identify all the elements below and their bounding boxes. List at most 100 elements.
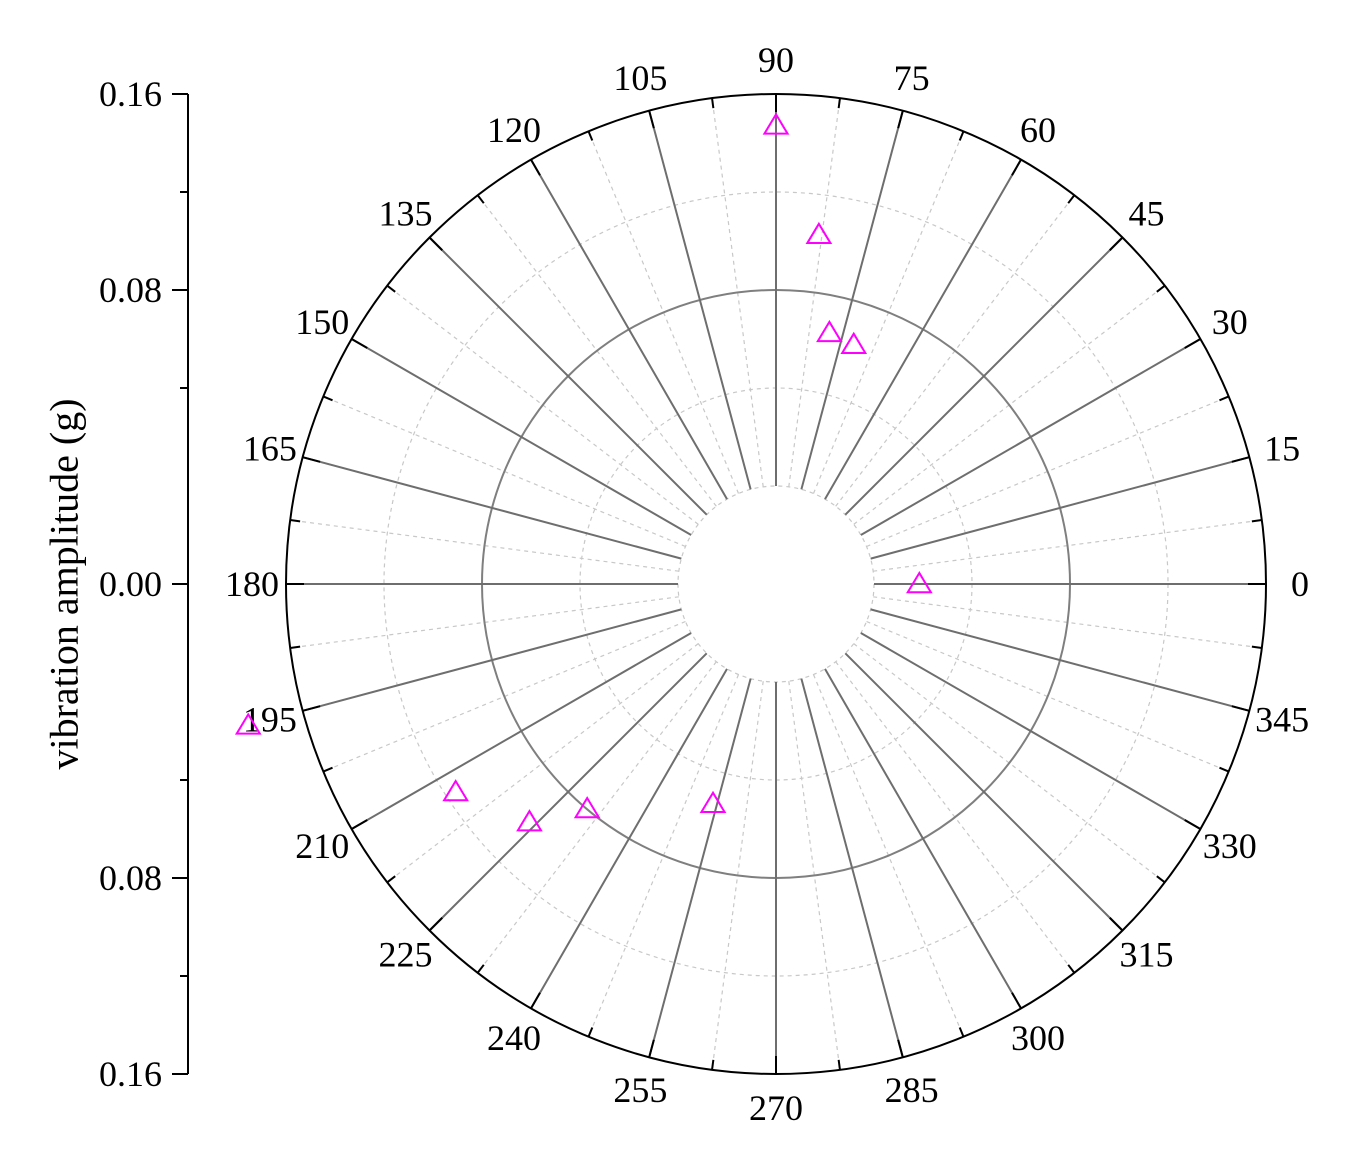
data-point-marker [805,221,833,245]
outer-minor-tick [1156,875,1166,884]
angle-tick-label: 330 [1203,826,1257,866]
major-spoke [870,456,1250,560]
outer-minor-tick [587,130,594,141]
major-spoke [530,159,728,500]
angle-tick-labels: 0153045607590105120135150165180195210225… [225,40,1309,1128]
data-point-marker [699,790,727,813]
angle-tick-label: 255 [613,1070,667,1110]
angle-tick-label: 285 [885,1070,939,1110]
angle-tick-label: 210 [295,826,349,866]
outer-major-tick [1011,159,1022,176]
outer-minor-tick [290,519,301,523]
outer-minor-tick [386,875,396,884]
major-spoke [844,236,1124,516]
outer-major-tick [351,338,368,349]
data-point-marker [573,796,601,819]
angle-tick-label: 0 [1291,564,1309,604]
major-spoke [648,110,752,490]
outer-minor-tick [1067,964,1076,974]
outer-minor-tick [837,98,841,109]
angle-tick-label: 45 [1129,193,1165,233]
outer-minor-tick [1156,284,1166,293]
major-spoke [860,338,1201,536]
outer-major-tick [897,110,904,129]
major-spoke [648,678,752,1058]
angle-tick-label: 15 [1264,428,1300,468]
radial-tick-label: 0.08 [99,858,162,898]
major-spoke [428,236,708,516]
outer-minor-tick [322,766,333,773]
radial-axis: 0.16 0.08 0.00 0.08 0.16 [99,74,189,1094]
angle-tick-label: 90 [758,40,794,80]
outer-major-tick [530,992,541,1009]
major-spoke [302,456,682,560]
outer-minor-tick [958,130,965,141]
major-spoke [844,652,1124,932]
angle-tick-label: 180 [225,564,279,604]
angle-tick-label: 120 [487,110,541,150]
data-point-marker [234,712,262,735]
angle-tick-label: 135 [378,193,432,233]
outer-major-tick [1231,456,1250,463]
data-markers [234,112,933,832]
polar-grid [285,93,1267,1075]
radial-tick-label: 0.16 [99,1054,162,1094]
outer-major-tick [428,236,443,251]
data-point-marker [816,319,843,343]
major-spoke [351,632,692,830]
outer-major-tick [302,705,321,712]
outer-major-tick [1109,917,1124,932]
angle-tick-label: 315 [1120,935,1174,975]
outer-minor-tick [837,1059,841,1070]
major-spoke [870,608,1250,712]
outer-minor-tick [386,284,396,293]
major-spoke [824,668,1022,1009]
angle-tick-label: 300 [1011,1018,1065,1058]
major-spoke [860,632,1201,830]
outer-minor-tick [1067,194,1076,204]
outer-minor-tick [1251,519,1262,523]
outer-minor-tick [711,1059,715,1070]
major-spoke [530,668,728,1009]
outer-minor-tick [587,1027,594,1038]
angle-tick-label: 75 [894,58,930,98]
data-point-marker [442,779,469,802]
radial-tick-label: 0.00 [99,564,162,604]
angle-tick-label: 270 [749,1088,803,1128]
outer-major-tick [1109,236,1124,251]
outer-minor-tick [1219,395,1230,402]
data-point-marker [516,809,543,832]
angle-tick-label: 165 [243,428,297,468]
y-axis-title: vibration amplitude (g) [42,398,87,769]
angle-tick-label: 225 [378,935,432,975]
outer-major-tick [351,819,368,830]
outer-major-tick [1184,819,1201,830]
minor-ring [677,485,875,683]
angle-tick-label: 150 [295,302,349,342]
outer-major-tick [1184,338,1201,349]
data-point-marker [762,112,790,135]
outer-major-tick [648,110,655,129]
major-spoke [351,338,692,536]
outer-major-tick [1011,992,1022,1009]
major-spoke [824,159,1022,500]
outer-major-tick [530,159,541,176]
outer-minor-tick [958,1027,965,1038]
angle-tick-label: 345 [1255,700,1309,740]
radial-tick-label: 0.16 [99,74,162,114]
outer-major-tick [302,456,321,463]
radial-axis-ticks: 0.16 0.08 0.00 0.08 0.16 [99,74,188,1094]
outer-major-tick [428,917,443,932]
data-point-marker [906,571,933,594]
major-spoke [800,678,904,1058]
outer-major-tick [897,1039,904,1058]
major-spoke [428,652,708,932]
major-spoke [302,608,682,712]
outer-minor-tick [476,964,485,974]
outer-minor-tick [290,645,301,649]
outer-major-tick [648,1039,655,1058]
outer-major-tick [1231,705,1250,712]
outer-minor-tick [1251,645,1262,649]
outer-minor-tick [711,98,715,109]
